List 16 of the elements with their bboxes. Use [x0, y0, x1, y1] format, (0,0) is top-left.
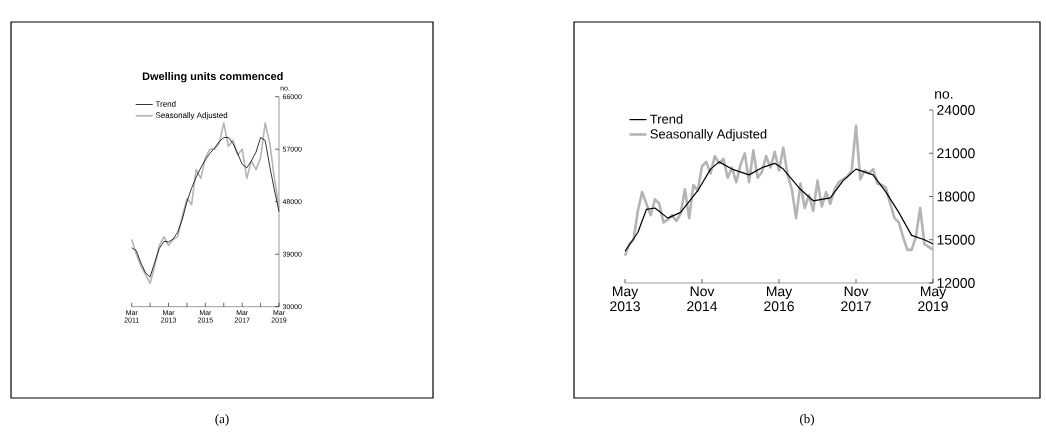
x-tick-label: Nov 2017 [841, 286, 871, 312]
legend-label: Seasonally Adjusted [650, 129, 767, 142]
x-tick-label: May 2013 [610, 286, 640, 312]
x-tick-label: May 2016 [764, 286, 794, 312]
legend-label: Trend [650, 114, 683, 124]
y-axis-title: no. [935, 91, 953, 99]
text: (b) [800, 414, 814, 426]
line-series [623, 124, 935, 257]
text: (a) [215, 414, 229, 426]
y-tick-label: 15000 [937, 234, 975, 245]
x-tick-label: Nov 2014 [687, 286, 718, 312]
y-tick-label: 21000 [937, 148, 975, 159]
y-tick-label: 12000 [937, 278, 975, 288]
y-tick-label: 18000 [937, 191, 975, 202]
chart-title: Dwelling units commenced [142, 72, 283, 83]
y-tick-label: 24000 [937, 105, 975, 115]
